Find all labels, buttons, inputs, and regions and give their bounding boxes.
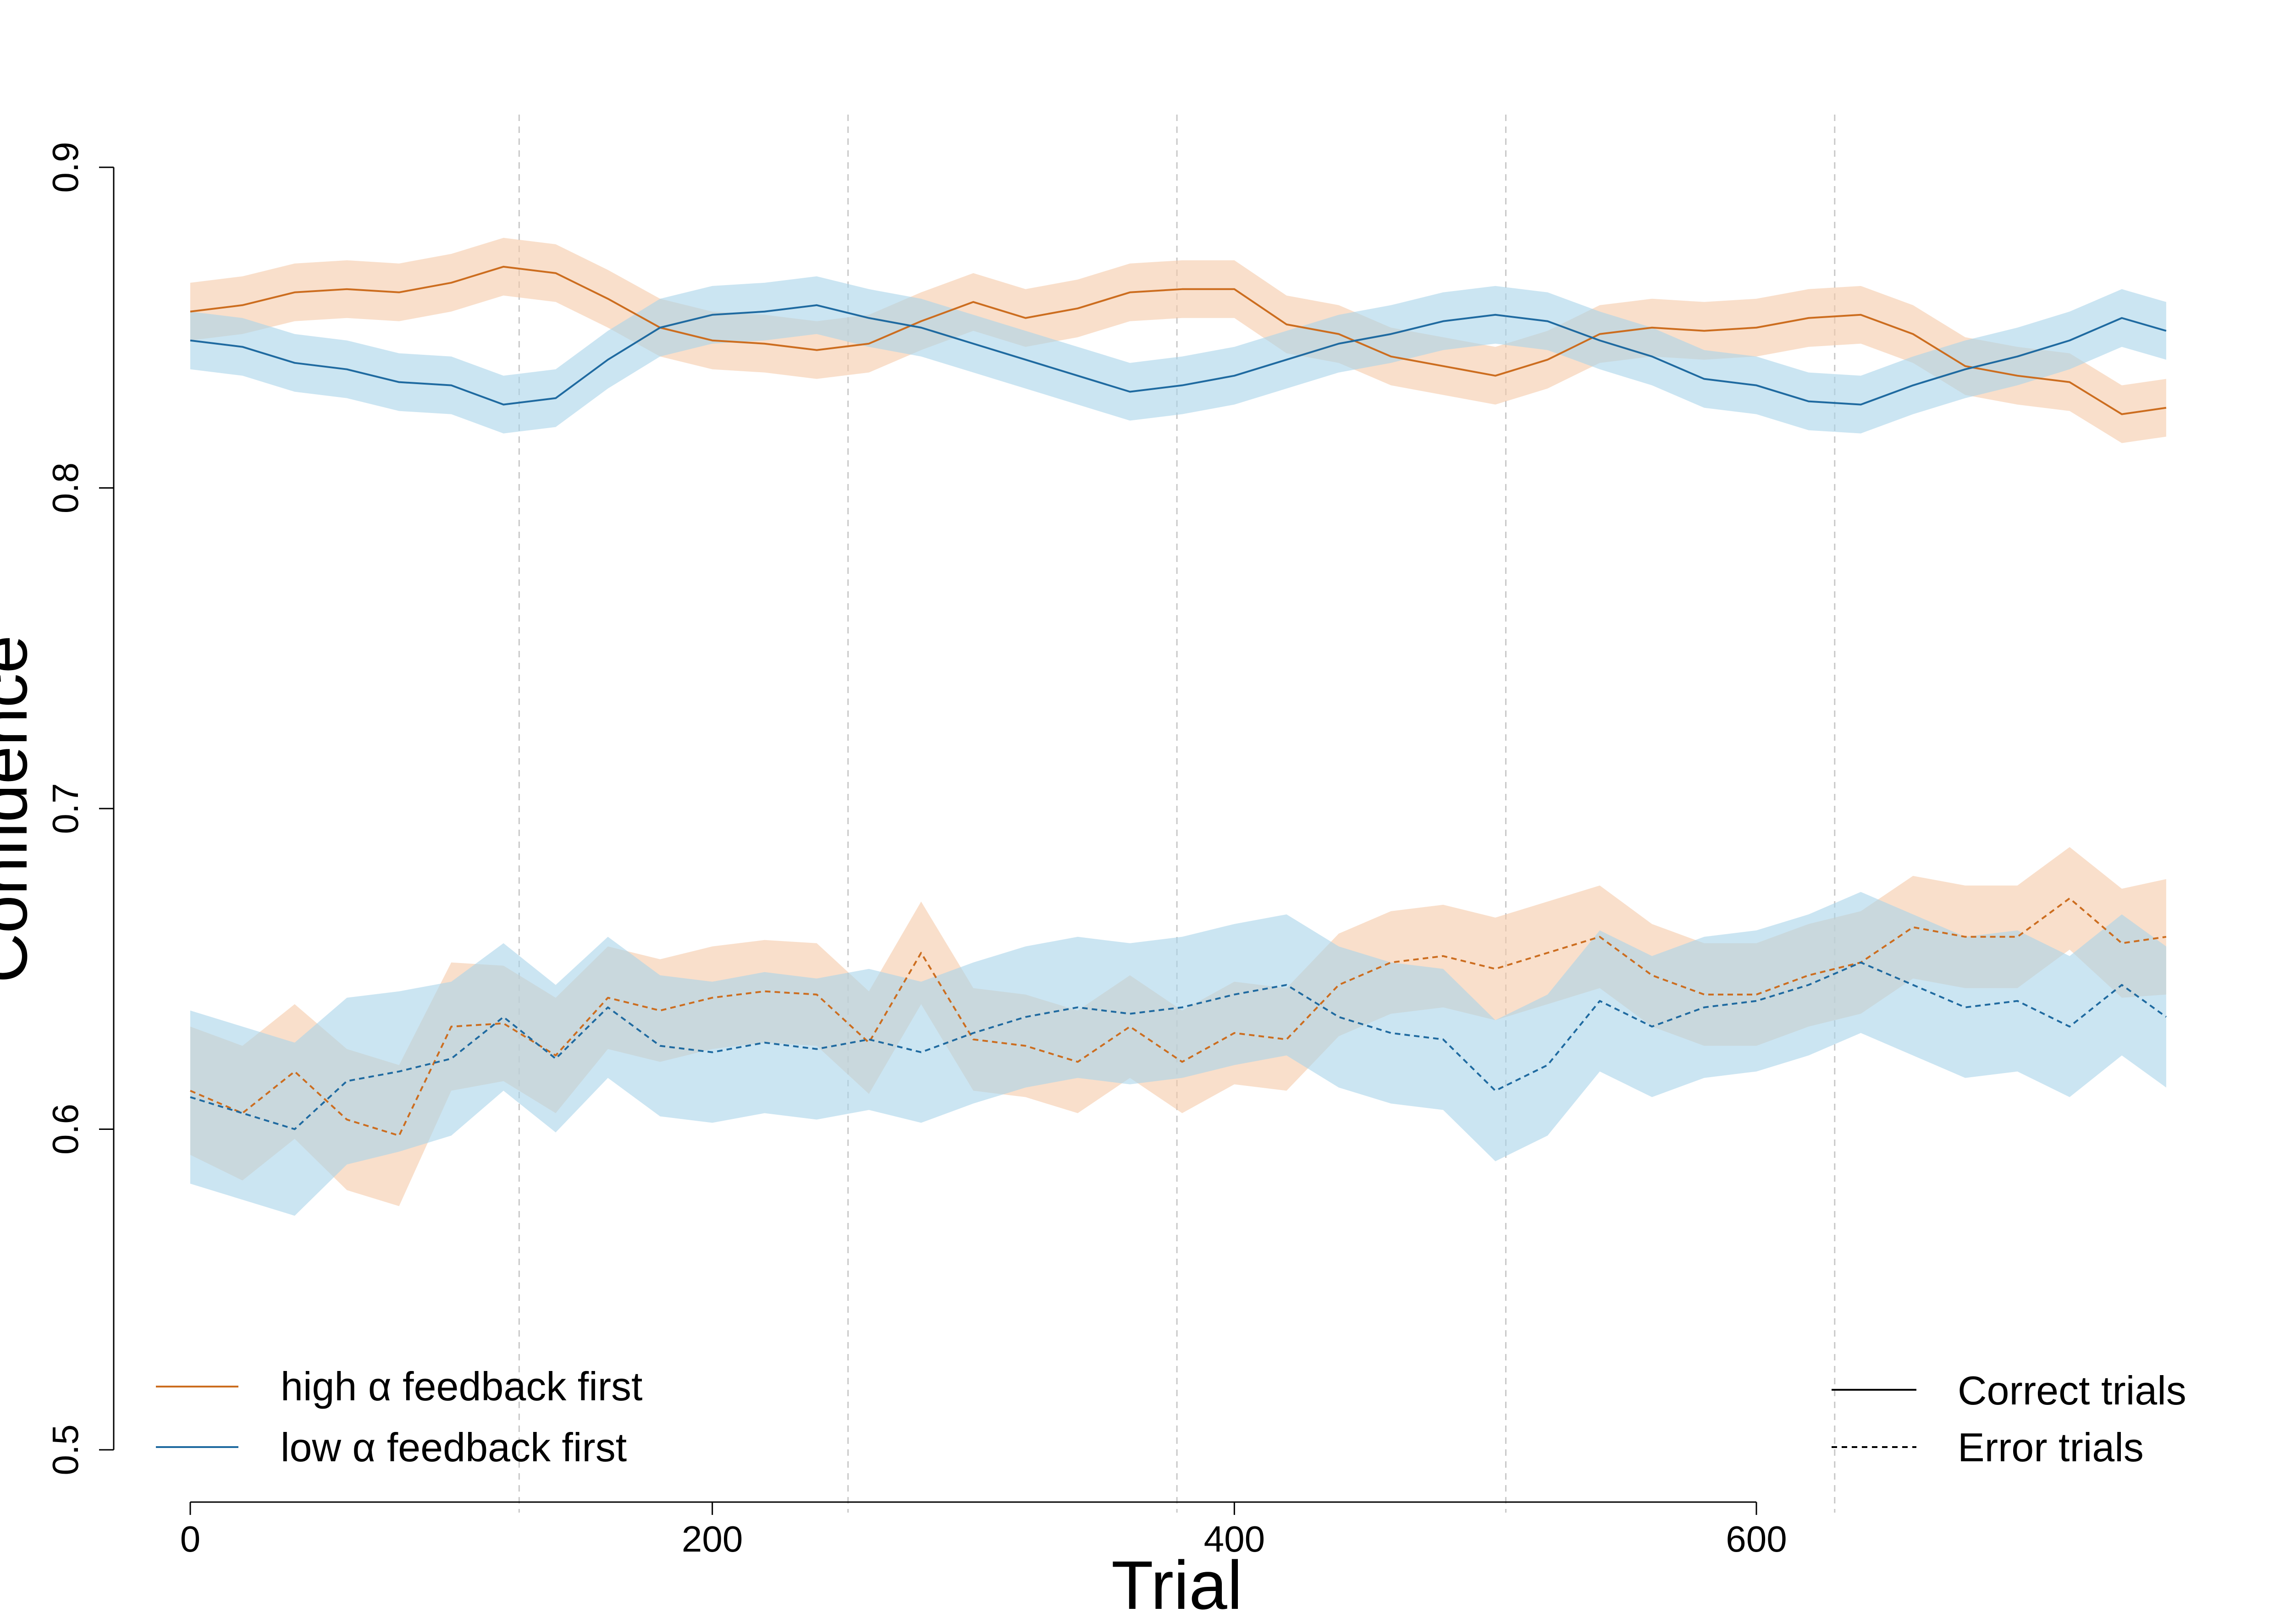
line-series-1 (190, 304, 2167, 406)
legend-label-high: high α feedback first (281, 1364, 643, 1409)
y-tick-label-4: 0.9 (45, 142, 86, 193)
y-tick-label-0: 0.5 (45, 1424, 86, 1475)
line-series-2 (190, 897, 2167, 1137)
y-tick-label-1: 0.6 (45, 1104, 86, 1155)
band-series-3 (190, 892, 2166, 1216)
line-series-0 (190, 265, 2167, 415)
band-series-1 (190, 276, 2166, 434)
band-series-0 (190, 237, 2166, 443)
legend-label-error: Error trials (1958, 1425, 2144, 1470)
x-tick-label-2: 400 (1204, 1519, 1265, 1559)
legend-trial-type: Correct trials Error trials (1832, 1368, 2186, 1470)
confidence-bands (190, 237, 2166, 1216)
x-tick-label-3: 600 (1726, 1519, 1787, 1559)
series-lines (190, 265, 2167, 1137)
legend-label-correct: Correct trials (1958, 1368, 2186, 1413)
x-tick-label-1: 200 (682, 1519, 743, 1559)
x-axis: 0 200 400 600 (180, 1501, 1787, 1559)
legend-label-low: low α feedback first (281, 1425, 627, 1470)
x-tick-label-0: 0 (180, 1519, 201, 1559)
x-axis-title: Trial (1111, 1547, 1242, 1624)
legend-condition: high α feedback first low α feedback fir… (156, 1364, 643, 1470)
y-axis: 0.5 0.6 0.7 0.8 0.9 (45, 142, 115, 1475)
line-series-3 (190, 961, 2167, 1130)
y-tick-label-2: 0.7 (45, 783, 86, 834)
y-axis-title: Confidence (0, 635, 41, 983)
y-tick-label-3: 0.8 (45, 462, 86, 513)
